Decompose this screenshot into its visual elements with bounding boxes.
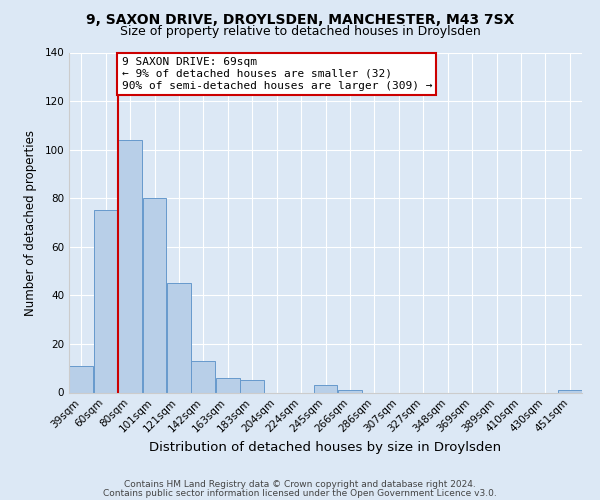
Bar — [338, 390, 362, 392]
Text: Contains public sector information licensed under the Open Government Licence v3: Contains public sector information licen… — [103, 488, 497, 498]
Bar — [94, 210, 118, 392]
Bar — [69, 366, 93, 392]
Text: Size of property relative to detached houses in Droylsden: Size of property relative to detached ho… — [119, 25, 481, 38]
X-axis label: Distribution of detached houses by size in Droylsden: Distribution of detached houses by size … — [149, 441, 502, 454]
Bar — [216, 378, 240, 392]
Text: Contains HM Land Registry data © Crown copyright and database right 2024.: Contains HM Land Registry data © Crown c… — [124, 480, 476, 489]
Bar — [558, 390, 582, 392]
Bar — [118, 140, 142, 392]
Bar — [167, 283, 191, 393]
Bar — [143, 198, 166, 392]
Bar — [240, 380, 264, 392]
Y-axis label: Number of detached properties: Number of detached properties — [25, 130, 37, 316]
Bar — [314, 385, 337, 392]
Text: 9 SAXON DRIVE: 69sqm
← 9% of detached houses are smaller (32)
90% of semi-detach: 9 SAXON DRIVE: 69sqm ← 9% of detached ho… — [122, 58, 432, 90]
Text: 9, SAXON DRIVE, DROYLSDEN, MANCHESTER, M43 7SX: 9, SAXON DRIVE, DROYLSDEN, MANCHESTER, M… — [86, 12, 514, 26]
Bar — [191, 361, 215, 392]
